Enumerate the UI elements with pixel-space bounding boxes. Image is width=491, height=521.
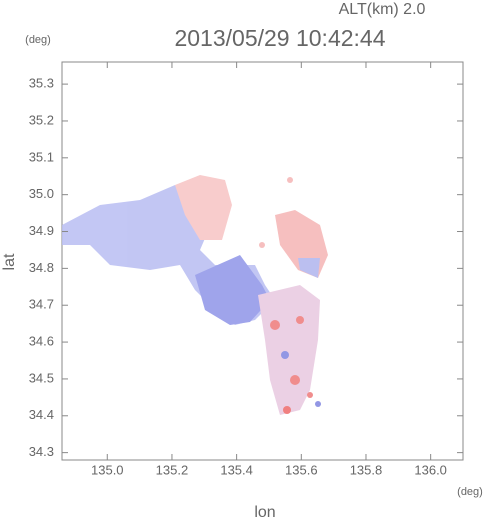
y-tick-label: 34.7 (29, 297, 54, 312)
y-tick-label: 35.2 (29, 112, 54, 127)
y-tick-label: 35.1 (29, 149, 54, 164)
red-cell (287, 177, 293, 183)
chart-title: 2013/05/29 10:42:44 (174, 25, 385, 51)
y-tick-label: 34.5 (29, 370, 54, 385)
x-tick-label: 135.4 (220, 462, 253, 477)
x-axis-label: lon (254, 504, 275, 521)
x-tick-label: 135.0 (91, 462, 124, 477)
red-region (175, 175, 232, 240)
red-cell (270, 320, 280, 330)
plot-frame (61, 61, 464, 461)
x-tick-label: 135.2 (156, 462, 189, 477)
y-tick-label: 34.3 (29, 444, 54, 459)
velocity-field (62, 175, 328, 415)
blue-region (298, 258, 320, 278)
y-tick-label: 35.0 (29, 186, 54, 201)
red-cell (283, 406, 291, 414)
red-cell (296, 316, 304, 324)
x-tick-label: 135.8 (350, 462, 383, 477)
y-tick-label: 35.3 (29, 76, 54, 91)
blue-region (195, 255, 270, 325)
x-tick-label: 135.6 (285, 462, 318, 477)
y-unit: (deg) (25, 34, 51, 46)
y-tick-label: 34.6 (29, 334, 54, 349)
y-tick-label: 34.8 (29, 260, 54, 275)
y-tick-label: 34.4 (29, 407, 54, 422)
red-cell (307, 392, 313, 398)
mixed-region (258, 285, 320, 415)
blue-cell (315, 401, 321, 407)
red-cell (290, 375, 300, 385)
y-axis-label: lat (1, 253, 18, 270)
x-unit: (deg) (457, 486, 483, 498)
y-tick-label: 34.9 (29, 223, 54, 238)
blue-cell (281, 351, 289, 359)
x-tick-label: 136.0 (414, 462, 447, 477)
red-cell (259, 242, 265, 248)
annotation: ALT(km) 2.0 (339, 1, 426, 18)
